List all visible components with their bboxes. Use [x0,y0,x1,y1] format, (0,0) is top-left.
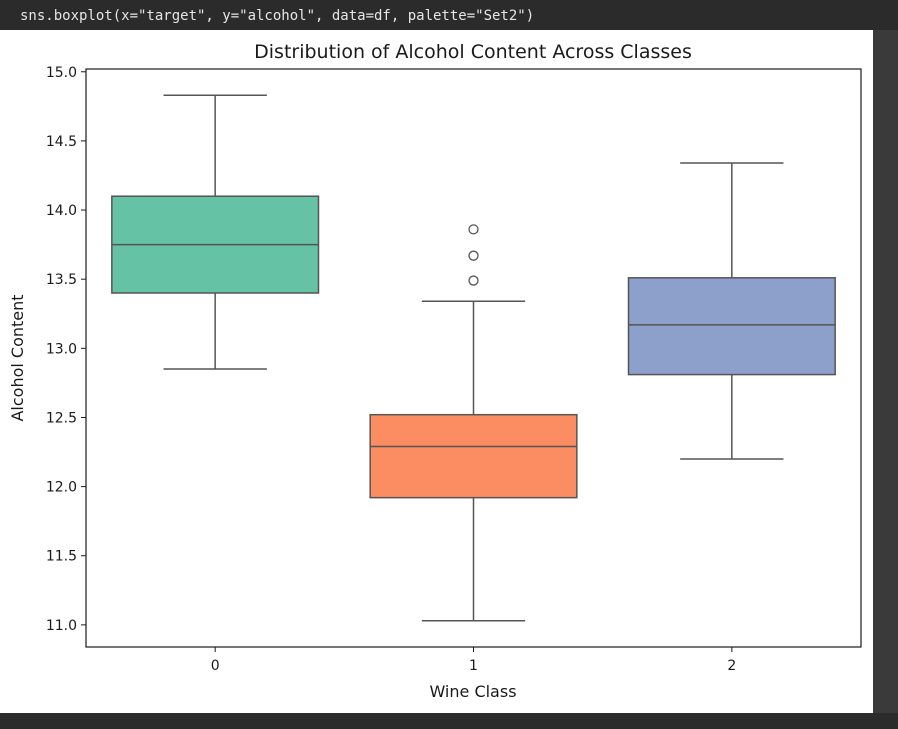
y-tick-label: 11.5 [46,549,77,565]
y-axis-label: Alcohol Content [8,294,27,421]
x-tick-label: 0 [211,658,220,674]
outlier-point [468,224,479,235]
outlier-point [468,250,479,261]
x-tick-label: 2 [727,658,736,674]
figure-canvas: Distribution of Alcohol Content Across C… [0,30,873,713]
x-axis-label: Wine Class [429,682,516,701]
y-tick-label: 12.5 [46,410,77,426]
y-tick-label: 15.0 [46,65,77,81]
y-tick-label: 13.5 [46,272,77,288]
x-tick-label: 1 [469,658,478,674]
boxplot-chart: Distribution of Alcohol Content Across C… [8,41,862,701]
y-tick-label: 12.0 [46,480,77,496]
plot-area [111,94,836,622]
code-cell-line: sns.boxplot(x="target", y="alcohol", dat… [0,0,898,30]
y-tick-label: 14.0 [46,203,77,219]
box-class-1 [369,413,578,499]
scrollbar-track[interactable] [873,30,898,713]
box-class-2 [627,277,836,376]
outlier-point [468,275,479,286]
y-tick-label: 14.5 [46,134,77,150]
chart-title: Distribution of Alcohol Content Across C… [254,41,692,63]
y-tick-label: 13.0 [46,341,77,357]
y-tick-label: 11.0 [46,618,77,634]
